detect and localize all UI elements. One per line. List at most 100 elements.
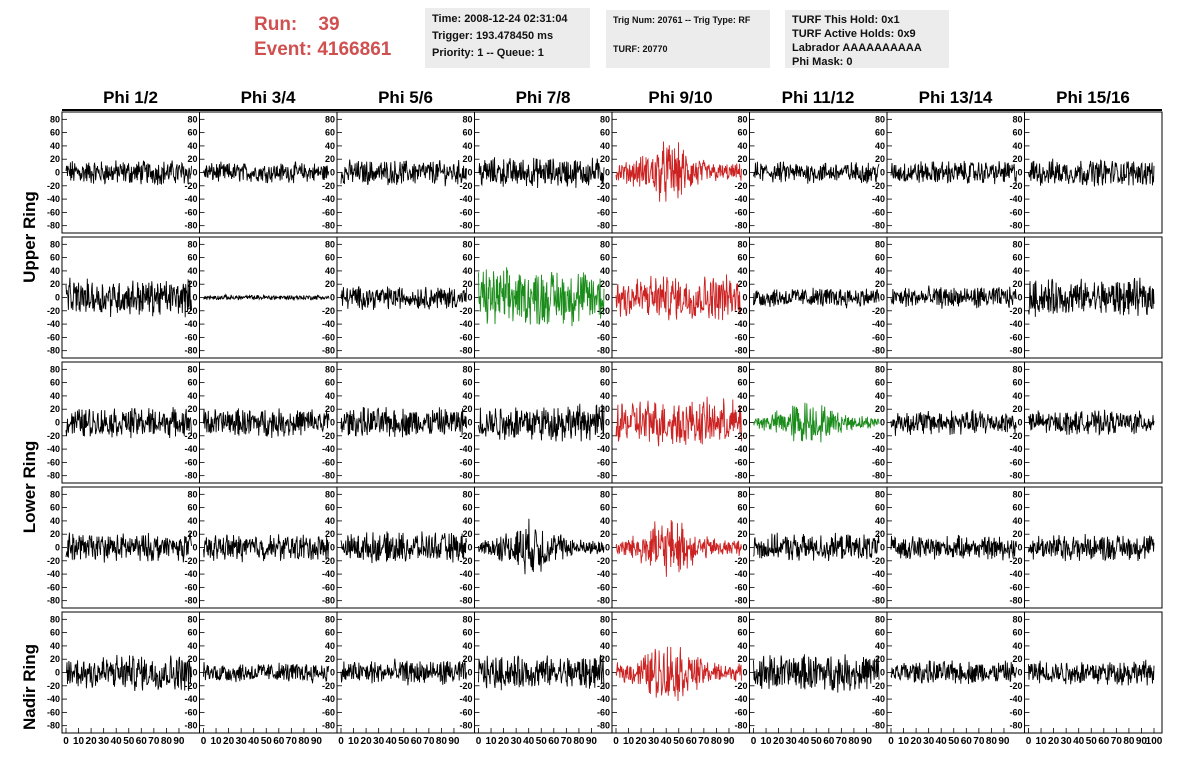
waveform-trace-normal xyxy=(340,406,467,438)
waveform-panel: -80 -60 -40 -20 0 20 40 60 80 xyxy=(47,236,200,359)
y-tick-label: -60 xyxy=(184,332,197,342)
y-tick-label: -20 xyxy=(47,556,60,566)
y-tick-label: 20 xyxy=(737,529,747,539)
x-tick-label: 40 xyxy=(386,736,398,747)
x-tick-label: 60 xyxy=(961,736,973,747)
x-tick-label: 30 xyxy=(98,736,110,747)
waveform-trace-normal xyxy=(753,532,880,562)
y-tick-label: -60 xyxy=(1009,707,1022,717)
waveform-trace-normal xyxy=(65,532,192,563)
x-tick-label: 90 xyxy=(998,736,1010,747)
y-tick-label: -80 xyxy=(597,346,610,356)
x-tick-label: 30 xyxy=(648,736,660,747)
y-tick-label: -20 xyxy=(734,181,747,191)
waveform-panel: -80 -60 -40 -20 0 20 40 60 80 xyxy=(872,361,1025,484)
y-tick-label: -60 xyxy=(734,332,747,342)
x-tick-label: 0 xyxy=(751,736,757,747)
y-tick-label: -60 xyxy=(1009,207,1022,217)
waveform-trace-normal xyxy=(65,160,192,186)
waveform-panel: -80 -60 -40 -20 0 20 40 60 80 xyxy=(459,486,613,609)
y-tick-label: 80 xyxy=(50,614,60,624)
priority-text: Priority: 1 -- Queue: 1 xyxy=(432,47,544,59)
y-tick-label: -80 xyxy=(1009,721,1022,731)
y-tick-label: 60 xyxy=(187,378,197,388)
y-tick-label: 20 xyxy=(875,654,885,664)
x-tick-label: 90 xyxy=(1136,736,1148,747)
y-tick-label: 60 xyxy=(325,378,335,388)
y-tick-label: -80 xyxy=(459,471,472,481)
x-tick-label: 90 xyxy=(586,736,598,747)
y-tick-label: 0 xyxy=(605,668,610,678)
x-tick-label: 80 xyxy=(436,736,448,747)
y-tick-label: 40 xyxy=(1012,641,1022,651)
time-text: Time: 2008-12-24 02:31:04 xyxy=(432,13,568,25)
waveform-trace-triggered xyxy=(615,141,742,202)
y-tick-label: -40 xyxy=(322,319,335,329)
y-tick-label: 40 xyxy=(1012,391,1022,401)
y-tick-label: 60 xyxy=(187,128,197,138)
y-tick-label: 40 xyxy=(1012,516,1022,526)
y-tick-label: 80 xyxy=(600,364,610,374)
x-tick-label: 10 xyxy=(898,736,910,747)
y-tick-label: 0 xyxy=(742,418,747,428)
waveform-trace-normal xyxy=(65,277,192,318)
y-tick-label: 20 xyxy=(462,404,472,414)
y-tick-label: 60 xyxy=(600,628,610,638)
y-tick-label: 80 xyxy=(325,114,335,124)
waveform-panel: -80 -60 -40 -20 0 20 40 60 80 xyxy=(597,236,750,359)
y-tick-label: -20 xyxy=(184,681,197,691)
waveform-panel: -80 -60 -40 -20 0 20 40 60 80 xyxy=(1009,611,1163,734)
y-tick-label: -20 xyxy=(597,556,610,566)
y-tick-label: -20 xyxy=(459,181,472,191)
y-tick-label: -60 xyxy=(872,207,885,217)
y-tick-label: -60 xyxy=(184,207,197,217)
y-tick-label: -20 xyxy=(322,181,335,191)
y-tick-label: 0 xyxy=(192,293,197,303)
y-tick-label: -80 xyxy=(184,346,197,356)
y-tick-label: -60 xyxy=(597,707,610,717)
y-tick-label: -80 xyxy=(47,221,60,231)
x-tick-label: 80 xyxy=(711,736,723,747)
y-tick-label: 40 xyxy=(325,516,335,526)
x-tick-label: 10 xyxy=(623,736,635,747)
y-tick-label: -20 xyxy=(597,181,610,191)
y-tick-label: 20 xyxy=(325,529,335,539)
y-tick-label: 60 xyxy=(325,628,335,638)
waveform-trace-normal xyxy=(478,518,605,575)
waveform-trace-normal xyxy=(890,285,1017,309)
y-tick-label: 60 xyxy=(1012,378,1022,388)
y-tick-label: 40 xyxy=(462,641,472,651)
y-tick-label: 60 xyxy=(50,253,60,263)
y-tick-label: -80 xyxy=(459,721,472,731)
y-tick-label: -60 xyxy=(872,582,885,592)
y-tick-label: 80 xyxy=(187,614,197,624)
y-tick-label: 20 xyxy=(325,279,335,289)
y-tick-label: -80 xyxy=(597,471,610,481)
x-tick-label: 60 xyxy=(411,736,423,747)
y-tick-label: 20 xyxy=(50,654,60,664)
y-tick-label: -60 xyxy=(184,707,197,717)
y-tick-label: -60 xyxy=(597,207,610,217)
y-tick-label: -60 xyxy=(872,457,885,467)
waveform-trace-triggered xyxy=(615,396,742,447)
y-tick-label: 40 xyxy=(50,266,60,276)
y-tick-label: 20 xyxy=(325,154,335,164)
x-tick-label: 90 xyxy=(173,736,185,747)
x-tick-label: 70 xyxy=(836,736,848,747)
y-tick-label: 20 xyxy=(325,654,335,664)
y-tick-label: 60 xyxy=(875,253,885,263)
panel-frame xyxy=(336,611,475,734)
x-tick-label: 80 xyxy=(986,736,998,747)
y-tick-label: 60 xyxy=(187,503,197,513)
y-tick-label: -60 xyxy=(184,457,197,467)
y-tick-label: 0 xyxy=(742,168,747,178)
y-tick-label: 20 xyxy=(737,154,747,164)
y-tick-label: -80 xyxy=(47,721,60,731)
y-tick-label: -80 xyxy=(872,221,885,231)
y-tick-label: -80 xyxy=(322,721,335,731)
y-tick-label: -60 xyxy=(47,457,60,467)
x-tick-label: 80 xyxy=(848,736,860,747)
x-tick-label: 70 xyxy=(698,736,710,747)
y-tick-label: -40 xyxy=(597,569,610,579)
y-tick-label: 40 xyxy=(600,391,610,401)
